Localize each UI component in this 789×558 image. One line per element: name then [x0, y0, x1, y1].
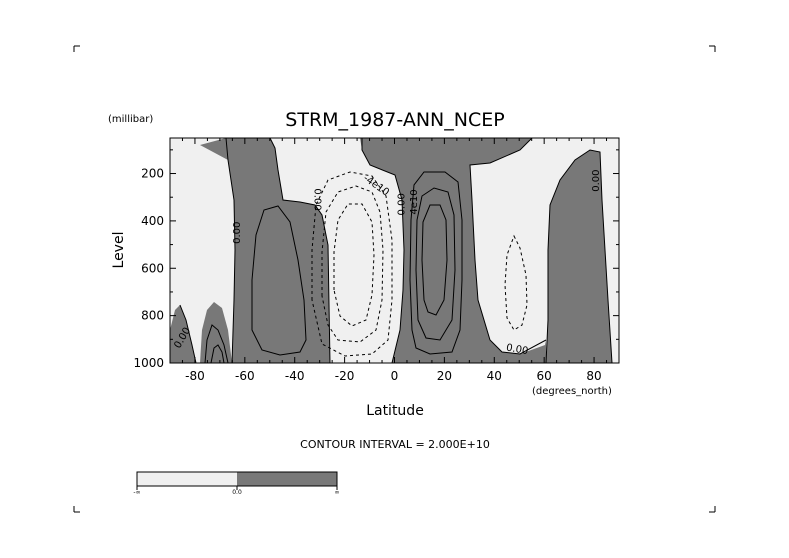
x-tick-label: 80 — [586, 369, 601, 383]
solid-contours — [179, 137, 613, 364]
colorbar-segment — [237, 472, 337, 486]
x-axis: -80 -60 -40 -20 0 20 40 60 80 — [169, 138, 620, 383]
colorbar-label: 0.0 — [232, 489, 242, 496]
y-units: (millibar) — [108, 114, 153, 125]
y-axis-label: Level — [111, 232, 127, 269]
x-tick-label: -40 — [285, 369, 305, 383]
contour-polar-loop-inner — [210, 344, 225, 364]
corner-marks — [73, 45, 716, 513]
colorbar: -∞ 0.0 ∞ — [133, 471, 340, 496]
contour-positive-cell-2 — [415, 187, 456, 341]
x-axis-units: (degrees_north) — [532, 386, 612, 397]
contour-polar-loop — [204, 324, 229, 364]
region-central-positive — [360, 138, 546, 363]
y-tick-label: 200 — [141, 167, 164, 181]
x-axis-label: Latitude — [366, 403, 424, 419]
contour-label: 0.00 — [396, 193, 407, 215]
region-polar-small-1 — [170, 305, 196, 363]
x-tick-label: 20 — [437, 369, 452, 383]
x-tick-label: 0 — [391, 369, 399, 383]
y-tick-label: 400 — [141, 214, 164, 228]
contour-polar-left — [179, 304, 197, 364]
x-tick-label: -60 — [235, 369, 255, 383]
x-tick-label: -80 — [185, 369, 205, 383]
contour-label: 0.00 — [505, 343, 529, 358]
y-tick-label: 1000 — [133, 356, 164, 370]
colorbar-label: -∞ — [133, 489, 140, 496]
positive-regions — [170, 138, 612, 363]
region-northern-high — [546, 150, 612, 363]
x-tick-label: 60 — [537, 369, 552, 383]
y-tick-label: 800 — [141, 309, 164, 323]
colorbar-segment — [137, 472, 237, 486]
y-tick-label: 600 — [141, 261, 164, 275]
x-tick-label: 40 — [487, 369, 502, 383]
contour-zero-north — [545, 149, 613, 364]
region-southern-high — [200, 138, 330, 363]
contour-positive-cell-3 — [421, 204, 448, 316]
contour-zero-central-left — [361, 138, 405, 364]
x-tick-label: -20 — [335, 369, 355, 383]
contour-interval-label: CONTOUR INTERVAL = 2.000E+10 — [300, 438, 490, 451]
dashed-contours — [311, 171, 528, 357]
contour-label: 0.00 — [232, 222, 243, 244]
contour-label: 0.00 — [312, 188, 323, 210]
contour-label: 4e10 — [409, 189, 420, 214]
contour-neg-north — [504, 234, 528, 331]
region-polar-small-2 — [200, 302, 232, 363]
contour-neg-3 — [333, 203, 375, 327]
contour-south-cell-inner — [251, 205, 307, 356]
contour-zero-south-right — [269, 137, 331, 364]
y-axis: 200 400 600 800 1000 — [133, 149, 619, 370]
colorbar-label: ∞ — [335, 489, 340, 496]
contour-positive-cell-1 — [409, 171, 463, 355]
chart-title: STRM_1987-ANN_NCEP — [285, 109, 504, 131]
contour-label: 0.00 — [591, 169, 602, 191]
contour-zero-south — [225, 137, 236, 364]
contour-zero-central-right — [469, 137, 547, 355]
